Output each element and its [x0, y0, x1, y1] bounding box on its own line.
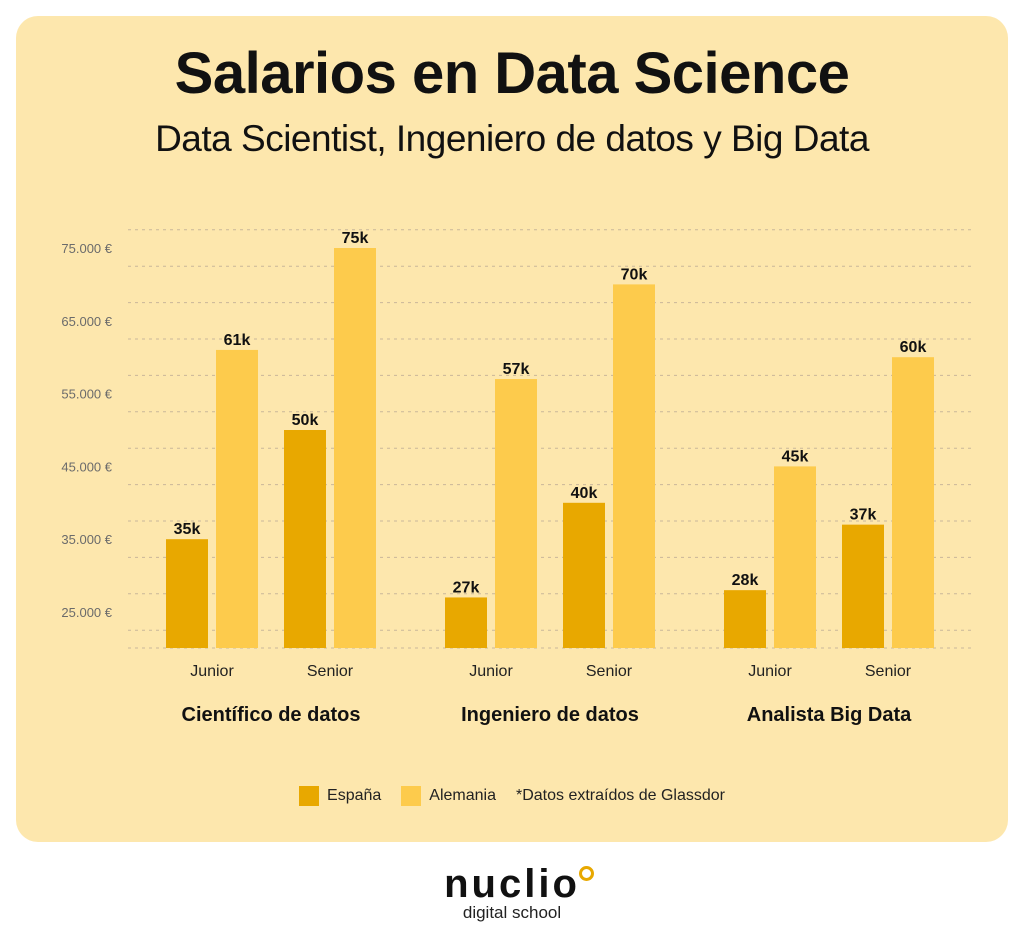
- bar-value-label: 60k: [900, 339, 927, 356]
- level-label: Senior: [586, 663, 633, 680]
- bar-alemania: [774, 466, 816, 648]
- legend-source-note: *Datos extraídos de Glassdor: [516, 787, 725, 805]
- bar-alemania: [613, 284, 655, 648]
- legend-swatch-alemania: [401, 786, 422, 806]
- bar-espana: [842, 524, 884, 648]
- y-tick-label: 45.000 €: [61, 459, 112, 474]
- y-tick-label: 55.000 €: [61, 387, 112, 402]
- bar-value-label: 27k: [453, 579, 480, 596]
- legend-swatch-espana: [299, 786, 320, 806]
- level-label: Senior: [307, 663, 354, 680]
- bar-value-label: 57k: [503, 361, 530, 378]
- group-label: Científico de datos: [182, 704, 361, 726]
- bar-espana: [724, 590, 766, 648]
- y-tick-label: 25.000 €: [61, 605, 112, 620]
- logo-tagline: digital school: [462, 903, 562, 922]
- bar-value-label: 61k: [224, 332, 251, 349]
- y-tick-label: 35.000 €: [61, 532, 112, 547]
- chart-title: Salarios en Data Science: [174, 41, 850, 106]
- bar-value-label: 37k: [850, 507, 877, 524]
- bar-espana: [445, 597, 487, 648]
- level-label: Junior: [469, 663, 513, 680]
- bar-espana: [166, 539, 208, 648]
- level-label: Senior: [865, 663, 912, 680]
- bar-espana: [284, 430, 326, 648]
- legend-item-alemania: Alemania: [401, 786, 496, 806]
- logo-wordmark: nuclio: [444, 862, 580, 906]
- bar-alemania: [495, 379, 537, 648]
- bar-value-label: 70k: [621, 266, 648, 283]
- bar-alemania: [216, 349, 258, 648]
- bar-value-label: 40k: [571, 485, 598, 502]
- logo-ring-icon: [578, 866, 594, 881]
- bar-value-label: 28k: [732, 572, 759, 589]
- group-label: Ingeniero de datos: [461, 704, 639, 726]
- level-label: Junior: [190, 663, 234, 680]
- bar-value-label: 35k: [174, 521, 201, 538]
- level-label: Junior: [748, 663, 792, 680]
- salary-bar-chart: 25.000 € 35.000 € 45.000 € 55.000 € 65.000 €…: [61, 229, 972, 726]
- legend-item-espana: España: [299, 786, 381, 806]
- source-note: *Datos extraídos de Glassdor: [515, 787, 725, 804]
- legend-label-alemania: Alemania: [429, 787, 496, 804]
- group-label: Analista Big Data: [747, 704, 912, 726]
- chart-legend: España Alemania *Datos extraídos de Glas…: [0, 786, 1024, 806]
- bar-value-label: 75k: [342, 230, 369, 247]
- bar-value-label: 50k: [292, 412, 319, 429]
- y-tick-label: 65.000 €: [61, 314, 112, 329]
- bar-alemania: [334, 248, 376, 648]
- bar-alemania: [892, 357, 934, 648]
- bar-espana: [563, 502, 605, 648]
- nuclio-logo: nuclio: [0, 864, 1024, 904]
- y-tick-label: 75.000 €: [61, 241, 112, 256]
- chart-subtitle: Data Scientist, Ingeniero de datos y Big…: [155, 118, 869, 159]
- legend-label-espana: España: [327, 787, 382, 804]
- bar-value-label: 45k: [782, 448, 809, 465]
